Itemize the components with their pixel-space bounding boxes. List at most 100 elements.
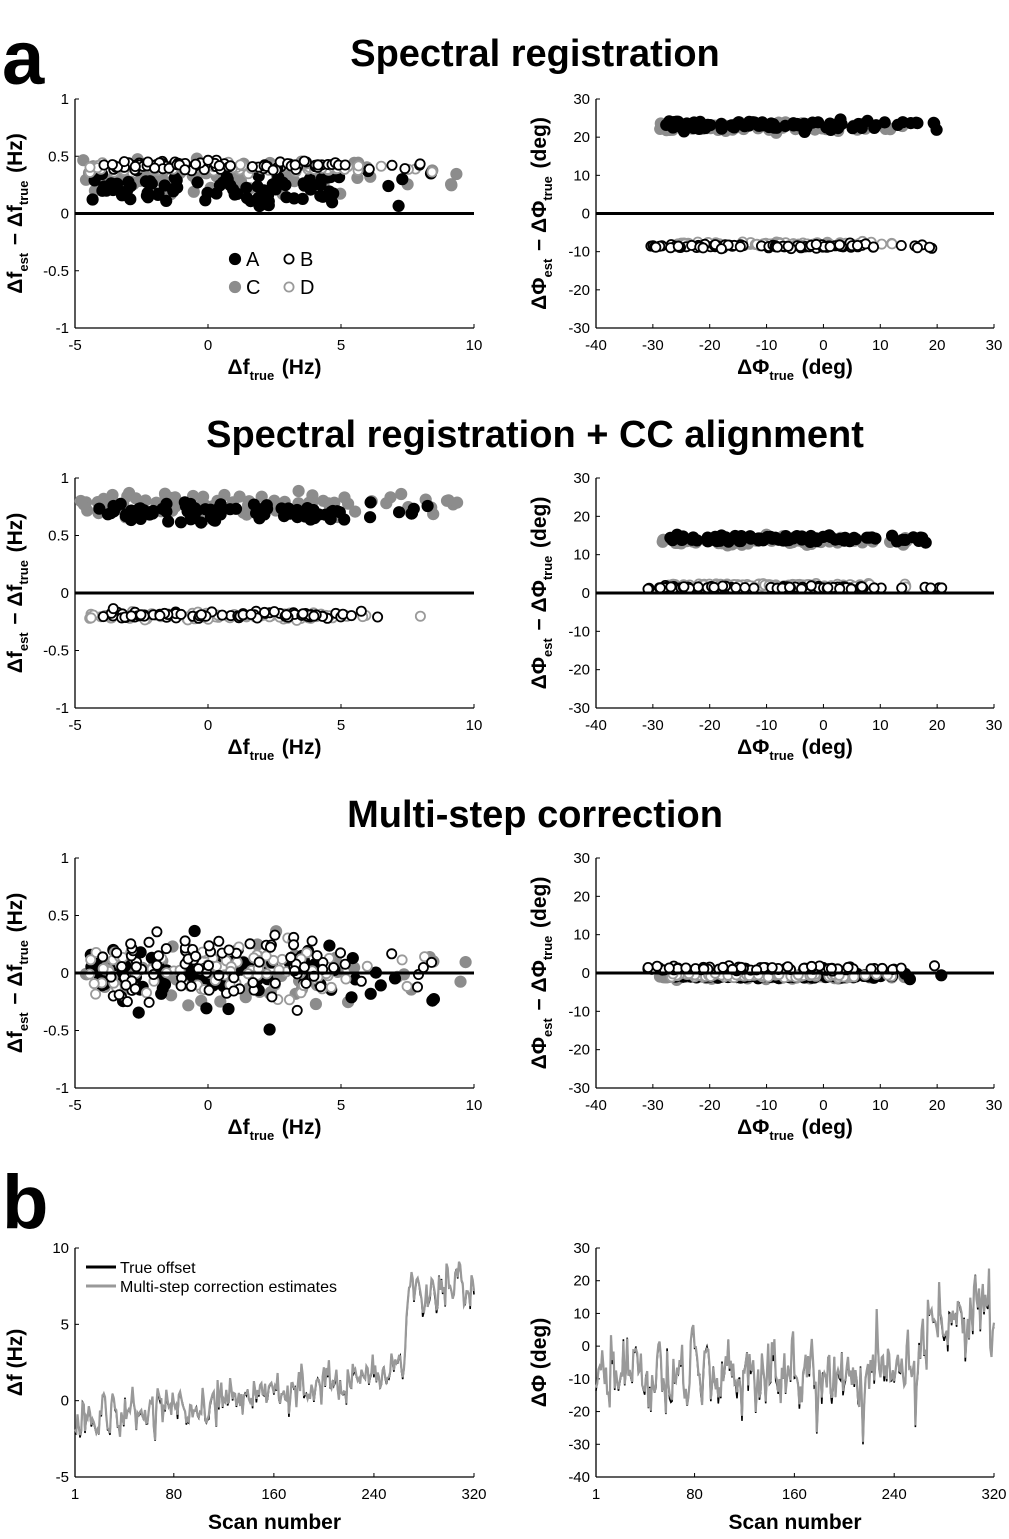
- point-A: [713, 534, 727, 547]
- point-A: [204, 503, 217, 516]
- point-D: [140, 987, 152, 999]
- point-B: [411, 981, 423, 993]
- point-A: [114, 497, 127, 510]
- x-tick-label: 5: [337, 337, 345, 354]
- point-B: [125, 610, 137, 622]
- point-B: [345, 610, 357, 622]
- point-B: [842, 961, 854, 973]
- point-B: [111, 947, 123, 959]
- x-tick-label: 160: [261, 1486, 286, 1503]
- y-tick-label: 30: [573, 850, 590, 867]
- point-D: [375, 160, 387, 172]
- point-B: [806, 960, 818, 972]
- point-A: [275, 502, 288, 515]
- point-A: [824, 123, 837, 136]
- y-tick-label: 0: [61, 1393, 69, 1410]
- point-B: [106, 159, 118, 171]
- point-A: [107, 183, 120, 197]
- point-D: [85, 954, 97, 966]
- point-B: [97, 951, 109, 963]
- point-A: [671, 115, 685, 128]
- point-C: [395, 487, 408, 501]
- point-C: [214, 995, 227, 1008]
- point-B: [355, 605, 367, 617]
- point-B: [151, 926, 163, 938]
- y-axis-label: ΔΦ (deg): [528, 1318, 551, 1408]
- x-tick-label: 80: [165, 1486, 182, 1503]
- x-tick-label: 0: [204, 717, 212, 734]
- row-title-spectral-registration: Spectral registration: [350, 33, 720, 75]
- point-B: [190, 950, 202, 962]
- y-axis-label: ΔΦest − ΔΦtrue (deg): [528, 117, 555, 310]
- point-B: [258, 606, 270, 618]
- point-B: [213, 160, 225, 172]
- point-B: [372, 611, 384, 623]
- point-C: [77, 498, 90, 511]
- x-tick-label: 0: [204, 1097, 212, 1114]
- point-C: [292, 484, 305, 498]
- point-A: [891, 118, 904, 132]
- point-B: [308, 610, 320, 622]
- x-tick-label: 10: [466, 717, 483, 734]
- point-A: [260, 502, 273, 516]
- point-B: [97, 611, 109, 623]
- point-B: [834, 239, 846, 251]
- point-B: [264, 941, 276, 953]
- legend-label-estimates: Multi-step correction estimates: [120, 1279, 337, 1296]
- point-B: [339, 159, 351, 171]
- point-A: [715, 117, 728, 131]
- point-B: [269, 977, 281, 989]
- point-B: [766, 962, 778, 974]
- point-A: [778, 532, 792, 545]
- point-A: [141, 191, 155, 204]
- x-tick-label: 1: [71, 1486, 79, 1503]
- x-tick-label: 0: [819, 717, 827, 734]
- point-A: [757, 534, 770, 547]
- point-A: [405, 507, 419, 520]
- point-B: [113, 989, 125, 1001]
- point-A: [160, 505, 173, 518]
- y-tick-label: 0: [582, 206, 590, 223]
- point-B: [868, 241, 880, 253]
- point-B: [246, 161, 258, 173]
- point-B: [824, 241, 836, 253]
- series-B: [645, 237, 938, 255]
- point-C: [348, 505, 362, 518]
- point-B: [399, 163, 411, 175]
- point-D: [426, 166, 438, 178]
- point-B: [417, 962, 429, 974]
- point-B: [896, 582, 908, 594]
- y-tick-label: -0.5: [43, 1023, 69, 1040]
- point-A: [139, 175, 152, 188]
- x-tick-label: 5: [337, 1097, 345, 1114]
- point-A: [160, 194, 173, 207]
- point-A: [392, 199, 405, 212]
- point-B: [739, 582, 751, 594]
- point-C: [182, 999, 195, 1012]
- point-A: [757, 118, 770, 131]
- x-tick-label: 160: [782, 1486, 807, 1503]
- point-B: [426, 956, 438, 968]
- point-A: [200, 1002, 213, 1015]
- point-B: [328, 962, 340, 974]
- point-B: [810, 238, 822, 250]
- point-A: [276, 176, 289, 189]
- point-B: [672, 240, 684, 252]
- point-B: [782, 240, 794, 252]
- x-tick-label: 10: [466, 1097, 483, 1114]
- y-tick-label: -10: [568, 244, 590, 261]
- y-tick-label: -1: [56, 320, 69, 337]
- x-tick-label: 20: [929, 717, 946, 734]
- point-B: [130, 961, 142, 973]
- point-B: [924, 241, 936, 253]
- point-B: [414, 158, 426, 170]
- point-B: [363, 163, 375, 175]
- x-tick-label: -10: [756, 717, 778, 734]
- point-B: [650, 241, 662, 253]
- y-tick-label: 0.5: [48, 908, 69, 925]
- y-tick-label: 30: [573, 470, 590, 487]
- point-A: [838, 531, 852, 544]
- point-B: [203, 940, 215, 952]
